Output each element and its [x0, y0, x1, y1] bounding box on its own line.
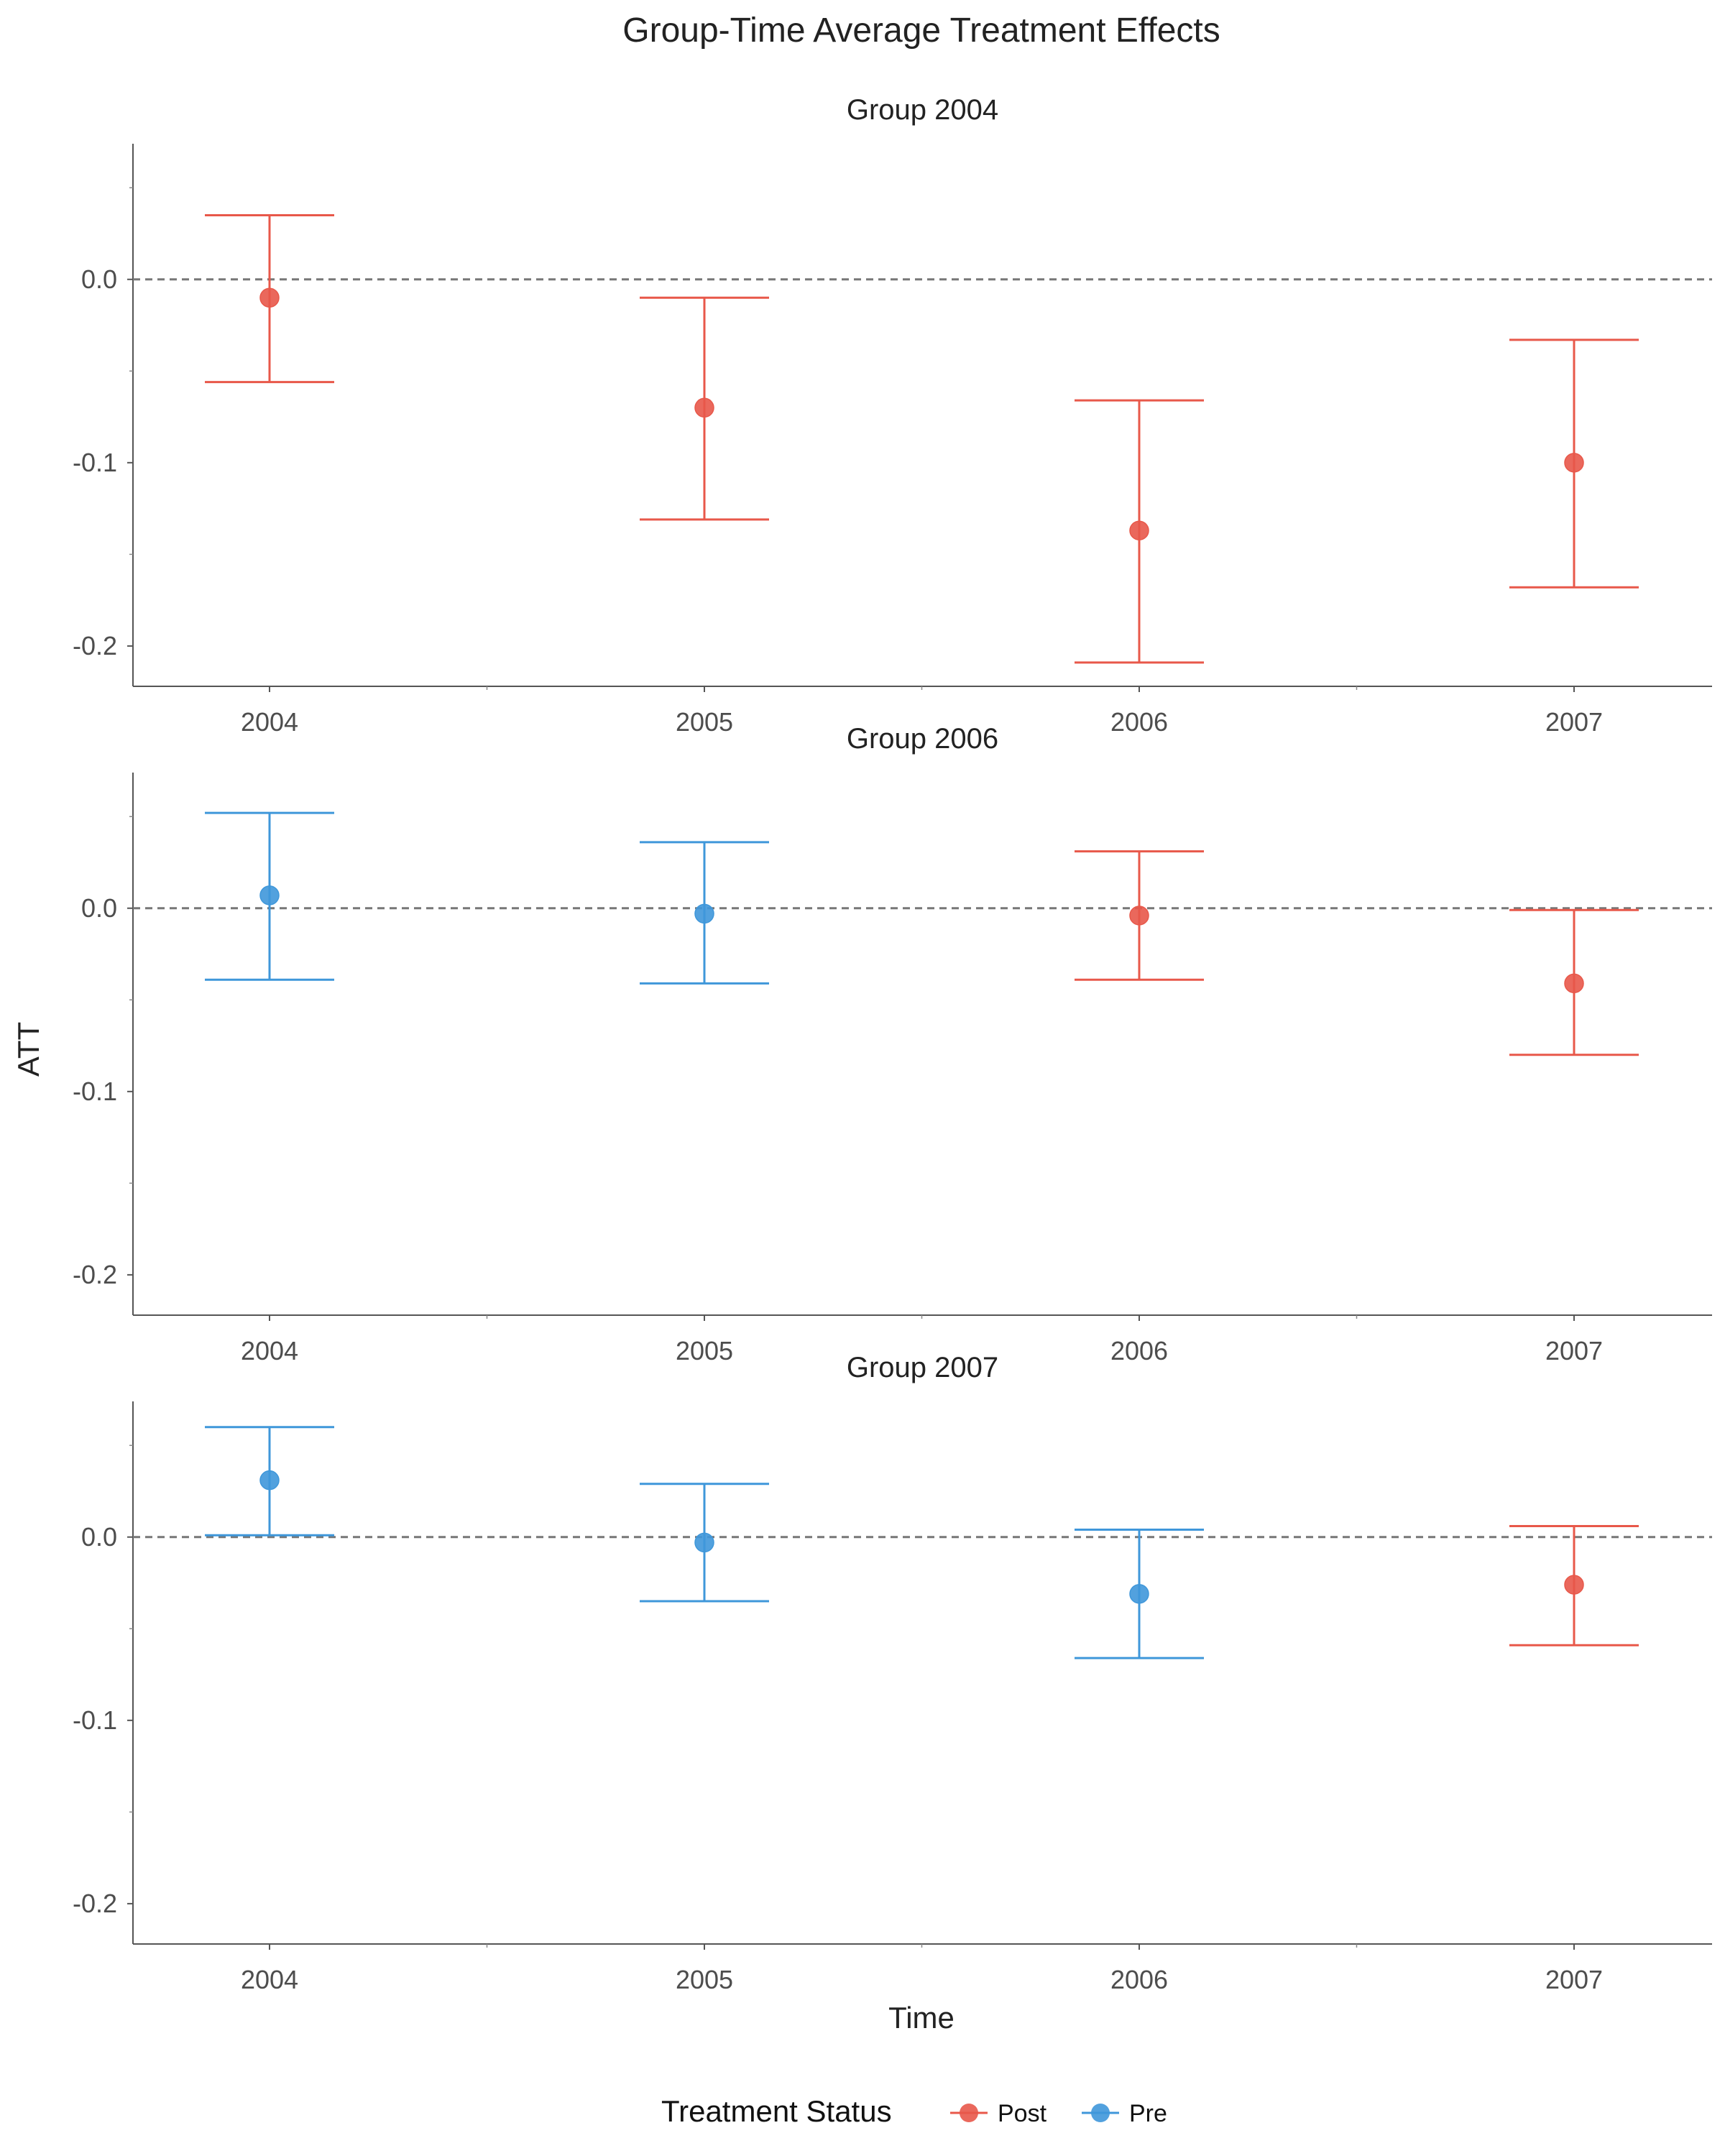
x-tick-label: 2007: [1545, 707, 1603, 737]
x-tick-label: 2007: [1545, 1965, 1603, 1994]
x-tick-label: 2007: [1545, 1336, 1603, 1365]
x-axis-title: Time: [888, 2001, 954, 2035]
legend-item-post: Post: [950, 2100, 1047, 2127]
att-point: [1129, 906, 1149, 926]
y-tick-label: -0.1: [73, 1705, 117, 1735]
att-point: [694, 1532, 714, 1553]
y-tick-label: -0.2: [73, 1889, 117, 1918]
facet-title: Group 2006: [847, 723, 998, 755]
y-tick-label: 0.0: [81, 1522, 117, 1552]
y-axis-title: ATT: [12, 1022, 45, 1077]
att-point: [259, 1470, 280, 1491]
att-point: [1129, 1584, 1149, 1604]
att-point: [259, 287, 280, 308]
y-tick-label: -0.2: [73, 1260, 117, 1289]
chart-title: Group-Time Average Treatment Effects: [622, 11, 1220, 50]
att-point: [1129, 520, 1149, 540]
legend-label: Post: [998, 2100, 1047, 2127]
att-point: [694, 397, 714, 418]
facet-title: Group 2007: [847, 1352, 998, 1383]
legend: Treatment Status Post Pre: [661, 2094, 1167, 2128]
x-tick-label: 2006: [1110, 1965, 1168, 1994]
att-point: [1564, 453, 1584, 473]
facet-panel-2: Group 2006 0.0 -0.1 -0.2 2004 2005 2006 2007: [73, 723, 1712, 1365]
y-tick-label: 0.0: [81, 893, 117, 923]
legend-title: Treatment Status: [661, 2094, 892, 2128]
x-tick-label: 2006: [1110, 707, 1168, 737]
y-tick-label: 0.0: [81, 264, 117, 294]
legend-label: Pre: [1129, 2100, 1167, 2127]
y-tick-label: -0.1: [73, 1077, 117, 1106]
att-point: [1564, 973, 1584, 994]
att-point: [694, 903, 714, 924]
x-tick-label: 2005: [676, 1336, 733, 1365]
x-tick-label: 2004: [241, 1336, 298, 1365]
y-tick-label: -0.2: [73, 631, 117, 660]
legend-key-point: [1091, 2104, 1110, 2122]
att-point: [1564, 1575, 1584, 1595]
x-tick-label: 2004: [241, 707, 298, 737]
legend-item-pre: Pre: [1082, 2100, 1167, 2127]
x-tick-label: 2005: [676, 707, 733, 737]
facet-panel-1: Group 2004 0.0 -0.1 -0.2 2004 2005 2006 2007: [73, 94, 1712, 737]
att-point: [259, 885, 280, 906]
y-tick-label: -0.1: [73, 448, 117, 477]
x-tick-label: 2005: [676, 1965, 733, 1994]
x-tick-label: 2006: [1110, 1336, 1168, 1365]
legend-key-point: [960, 2104, 978, 2122]
facet-title: Group 2004: [847, 94, 998, 126]
facet-panel-3: Group 2007 0.0 -0.1 -0.2 2004 2005 2006 2007: [73, 1352, 1712, 1994]
x-tick-label: 2004: [241, 1965, 298, 1994]
